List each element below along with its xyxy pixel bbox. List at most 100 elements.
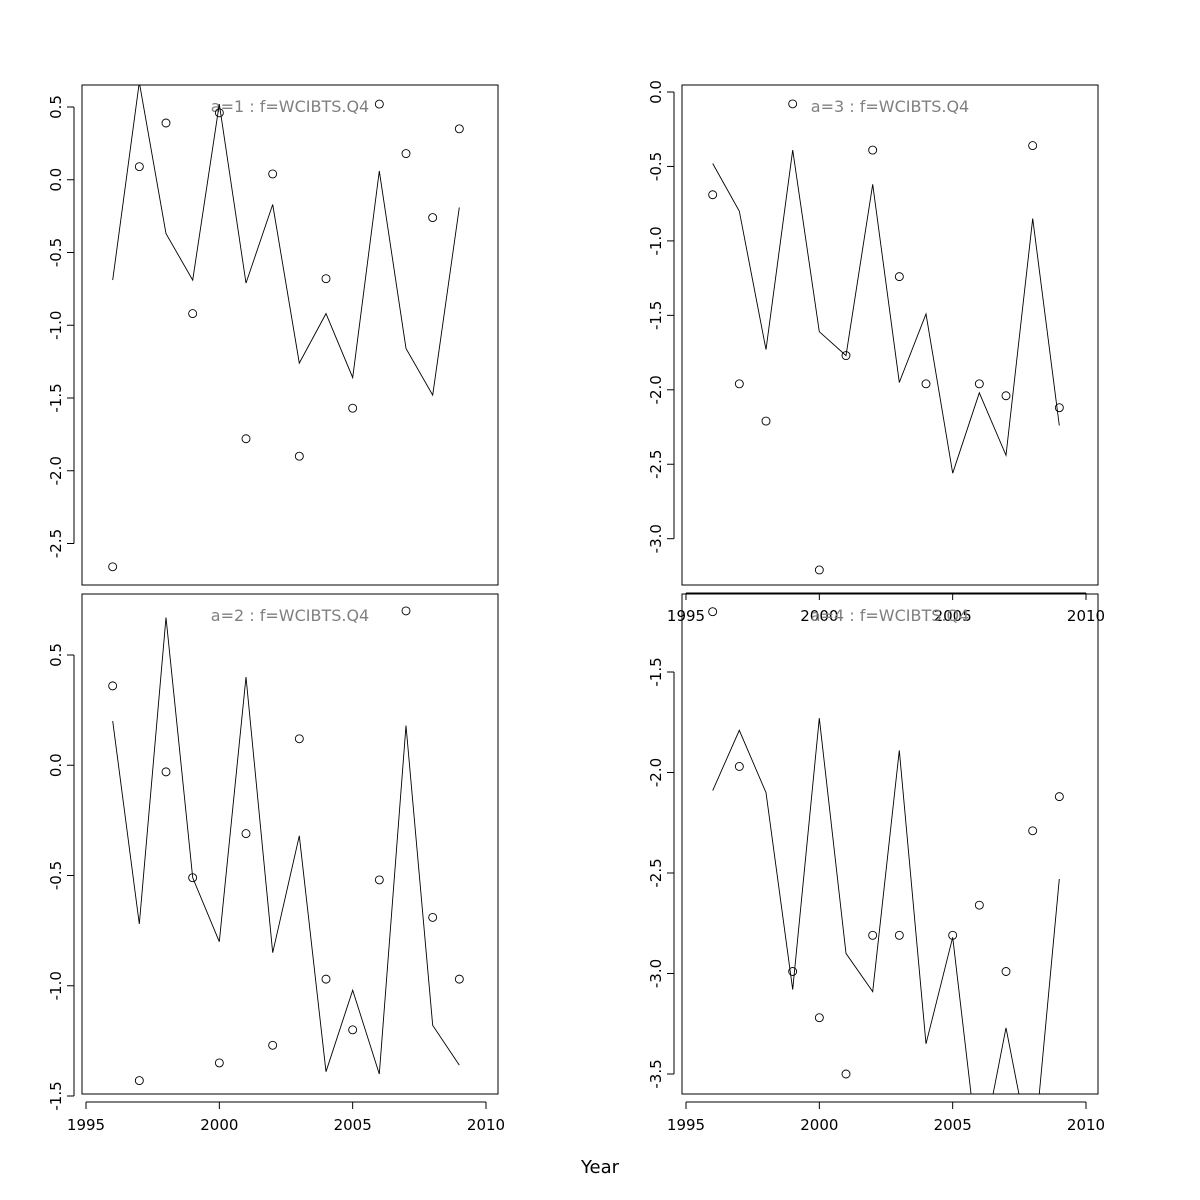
data-point	[268, 169, 278, 179]
y-tick-label: -3.5	[647, 1059, 665, 1088]
x-tick-label: 2005	[934, 607, 972, 625]
data-point	[428, 912, 438, 922]
x-tick-label: 1995	[667, 1116, 705, 1134]
data-point	[921, 379, 931, 389]
data-point	[974, 379, 984, 389]
y-tick-label: -0.5	[47, 238, 65, 267]
series-line	[112, 85, 460, 397]
y-tick-label: -3.0	[647, 959, 665, 988]
panel-title: a=1 : f=WCIBTS.Q4	[211, 97, 369, 116]
plot-area	[708, 99, 1064, 575]
data-point	[734, 379, 744, 389]
y-tick-label: -1.0	[47, 311, 65, 340]
y-tick-label: 0.5	[47, 643, 65, 667]
y-tick-label: -1.5	[47, 383, 65, 412]
data-point	[894, 272, 904, 282]
panel-title: a=2 : f=WCIBTS.Q4	[211, 606, 369, 625]
data-point	[214, 1058, 224, 1068]
data-point	[1001, 391, 1011, 401]
panel-a1: a=1 : f=WCIBTS.Q4 -2.5 -2.0 -1.5 -1.0 -0.5 0.0…	[47, 84, 499, 586]
panel-a2: a=2 : f=WCIBTS.Q4 -1.5 -1.0 -0.5 0.0 0.5 1995 2…	[47, 593, 505, 1134]
data-point	[401, 149, 411, 159]
data-point	[241, 434, 251, 444]
y-tick-label: -2.5	[647, 450, 665, 479]
data-point	[814, 565, 824, 575]
y-tick-label: 0.0	[47, 168, 65, 192]
data-point	[454, 124, 464, 134]
plot-area	[108, 606, 464, 1086]
data-point	[294, 451, 304, 461]
y-tick-label: 0.5	[47, 95, 65, 119]
data-point	[161, 767, 171, 777]
data-point	[868, 930, 878, 940]
plot-frame	[81, 593, 499, 1095]
data-point	[161, 118, 171, 128]
series-line	[712, 150, 1060, 474]
y-tick-label: -0.5	[47, 861, 65, 890]
data-point	[108, 681, 118, 691]
y-tick-label: -2.5	[47, 529, 65, 558]
x-tick-label: 2010	[1067, 1116, 1105, 1134]
data-point	[814, 1013, 824, 1023]
data-point	[188, 309, 198, 319]
series-line	[712, 718, 1060, 1094]
data-point	[348, 1025, 358, 1035]
x-tick-label: 2010	[467, 1116, 505, 1134]
y-tick-label: -0.5	[647, 152, 665, 181]
plot-area	[108, 85, 464, 572]
data-point	[788, 967, 798, 976]
data-point	[321, 974, 331, 984]
data-point	[1054, 792, 1064, 802]
data-point	[841, 351, 851, 361]
data-point	[348, 403, 358, 413]
data-point	[108, 562, 118, 572]
data-point	[294, 734, 304, 744]
data-point	[708, 607, 718, 617]
y-tick-label: 0.0	[47, 753, 65, 777]
x-tick-label: 2005	[934, 1116, 972, 1134]
y-tick-label: -2.0	[647, 375, 665, 404]
data-point	[841, 1069, 851, 1079]
data-point	[734, 762, 744, 771]
data-point	[401, 606, 411, 616]
data-point	[268, 1040, 278, 1050]
y-tick-label: -1.0	[47, 971, 65, 1000]
data-point	[708, 190, 718, 200]
data-point	[761, 416, 771, 426]
x-tick-label: 2005	[334, 1116, 372, 1134]
data-point	[974, 900, 984, 910]
panel-title: a=3 : f=WCIBTS.Q4	[811, 97, 969, 116]
data-point	[868, 145, 878, 155]
data-point	[1028, 141, 1038, 151]
x-tick-label: 2010	[1067, 607, 1105, 625]
data-point	[454, 974, 464, 984]
y-tick-label: -1.0	[647, 226, 665, 255]
x-tick-label: 2000	[800, 1116, 838, 1134]
y-tick-label: -1.5	[647, 301, 665, 330]
data-point	[374, 99, 384, 109]
data-point	[134, 1076, 144, 1086]
y-tick-label: -1.5	[47, 1081, 65, 1110]
panel-title: a=4 : f=WCIBTS.Q4	[811, 606, 969, 625]
data-point	[321, 274, 331, 284]
plot-frame	[81, 84, 499, 586]
data-point	[788, 99, 798, 109]
y-tick-label: -2.0	[47, 456, 65, 485]
y-tick-label: 0.0	[647, 80, 665, 104]
y-tick-label: -3.0	[647, 524, 665, 553]
y-tick-label: -1.5	[647, 657, 665, 686]
panel-a3: a=3 : f=WCIBTS.Q4 -3.0 -2.5 -2.0 -1.5 -1.0 -0.…	[647, 80, 1105, 625]
data-point	[134, 162, 144, 172]
data-point	[428, 213, 438, 223]
data-point	[241, 829, 251, 839]
panel-a4: a=4 : f=WCIBTS.Q4 -3.5 -3.0 -2.5 -2.0 -1.5 199…	[647, 593, 1105, 1134]
x-tick-label: 1995	[667, 607, 705, 625]
plot-frame	[681, 84, 1099, 586]
data-point	[894, 930, 904, 940]
y-tick-label: -2.5	[647, 858, 665, 887]
series-line	[112, 617, 460, 1075]
data-point	[1054, 403, 1064, 413]
x-tick-label: 1995	[67, 1116, 105, 1134]
x-tick-label: 2000	[800, 607, 838, 625]
